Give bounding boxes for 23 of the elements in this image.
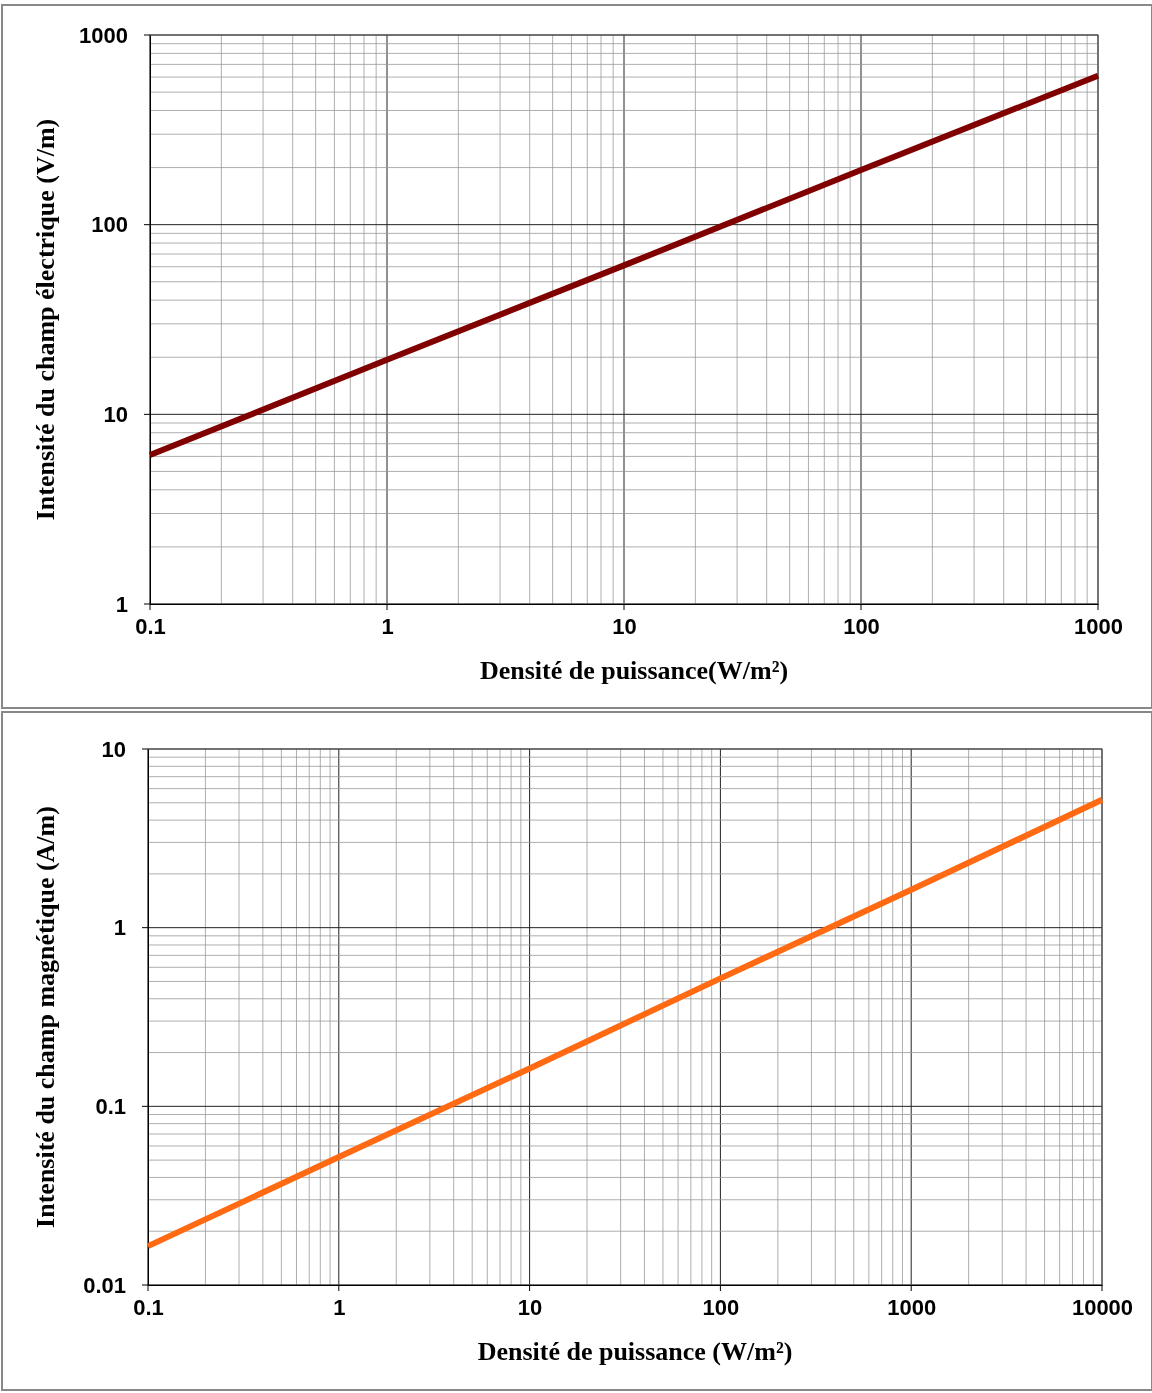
y-tick-label: 10 [101,736,126,762]
y-tick-label: 1 [115,591,128,617]
x-tick-label: 10 [517,1294,543,1320]
x-tick-label: 1000 [1074,613,1123,639]
y-tick-label: 1 [113,915,126,941]
y-axis-title: Intensité du champ électrique (V/m) [31,118,60,521]
x-tick-label: 0.1 [133,1294,164,1320]
x-tick-label: 100 [843,613,880,639]
x-tick-label: 10000 [1071,1294,1134,1320]
x-tick-label: 1 [333,1294,346,1320]
x-axis-title: Densité de puissance(W/m²) [479,656,789,685]
x-tick-label: 1000 [887,1294,937,1320]
y-tick-label: 1000 [79,22,128,48]
x-tick-label: 100 [702,1294,740,1320]
x-tick-label: 1 [381,613,394,639]
y-tick-label: 0.1 [95,1093,126,1119]
x-tick-label: 10 [612,613,637,639]
x-tick-label: 0.1 [135,613,166,639]
y-tick-label: 0.01 [83,1272,126,1298]
y-tick-label: 10 [103,401,128,427]
y-axis-title: Intensité du champ magnétique (A/m) [31,806,60,1228]
y-tick-label: 100 [91,212,128,238]
x-axis-title: Densité de puissance (W/m²) [477,1337,793,1366]
